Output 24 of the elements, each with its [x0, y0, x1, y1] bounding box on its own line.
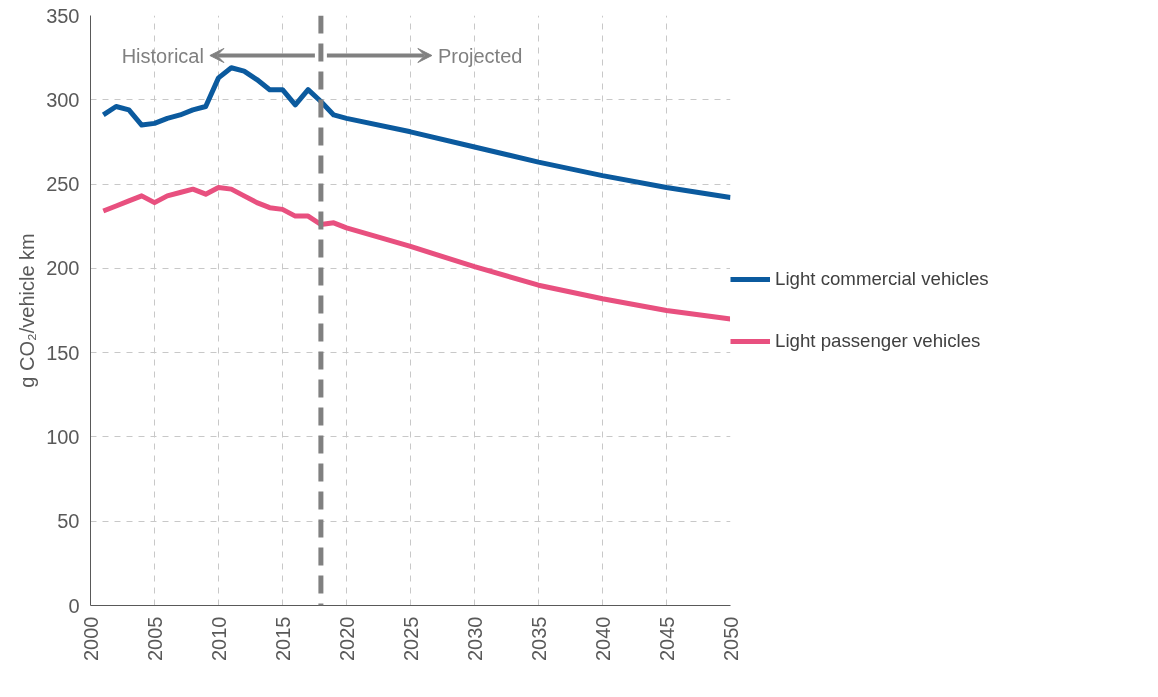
y-tick-label: 0	[68, 594, 80, 617]
y-tick-label: 300	[46, 88, 80, 111]
x-tick-label: 2045	[655, 616, 678, 661]
annotation: Projected	[437, 44, 523, 67]
y-tick-label: 200	[46, 257, 80, 280]
x-tick-label: 2020	[335, 616, 358, 661]
annotation: Historical	[121, 44, 204, 67]
x-tick-label: 2035	[527, 616, 550, 661]
x-tick-label: 2000	[79, 616, 102, 661]
x-tick-label: 2025	[399, 616, 422, 661]
y-tick-label: 250	[46, 173, 80, 196]
x-tick-label: 2040	[591, 616, 614, 661]
legend-label: Light passenger vehicles	[775, 330, 981, 352]
legend-label: Light commercial vehicles	[775, 268, 989, 290]
x-tick-label: 2005	[143, 616, 166, 661]
y-tick-label: 50	[57, 510, 80, 533]
x-tick-label: 2050	[719, 616, 742, 661]
y-tick-label: 350	[46, 4, 80, 27]
x-tick-label: 2015	[271, 616, 294, 661]
y-tick-label: 150	[46, 341, 80, 364]
x-tick-label: 2010	[207, 616, 230, 661]
y-axis-title: g CO₂/vehicle km	[16, 233, 39, 388]
x-tick-label: 2030	[463, 616, 486, 661]
y-tick-label: 100	[46, 425, 80, 448]
